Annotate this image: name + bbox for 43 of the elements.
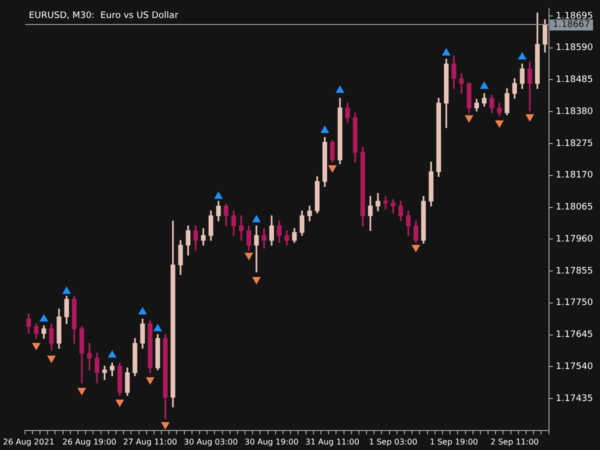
y-tick-label: 1.17540 bbox=[556, 362, 594, 372]
y-tick-label: 1.18275 bbox=[556, 138, 593, 149]
point bbox=[320, 126, 329, 133]
point bbox=[244, 252, 253, 260]
point bbox=[116, 400, 124, 407]
x-tick-label: 1 Sep 03:00 bbox=[368, 437, 418, 446]
point bbox=[47, 356, 56, 363]
point bbox=[252, 277, 260, 284]
x-tick-label: 2 Sep 11:00 bbox=[490, 437, 539, 446]
y-tick-label: 1.17960 bbox=[556, 234, 594, 244]
chart-title: EURUSD, M30: Euro vs US Dollar bbox=[28, 11, 179, 22]
point bbox=[518, 52, 526, 60]
x-tick-label: 31 Aug 11:00 bbox=[305, 437, 360, 446]
y-tick-label: 1.17435 bbox=[556, 394, 593, 404]
point bbox=[412, 244, 420, 252]
x-tick-label: 30 Aug 19:00 bbox=[244, 437, 299, 446]
x-tick-label: 27 Aug 11:00 bbox=[123, 437, 178, 446]
point bbox=[480, 82, 488, 89]
y-tick-label: 1.18065 bbox=[556, 202, 593, 213]
point bbox=[78, 388, 86, 395]
y-tick-label: 1.18485 bbox=[556, 75, 593, 86]
point bbox=[252, 215, 260, 222]
x-tick-label: 30 Aug 03:00 bbox=[184, 437, 238, 446]
ref-line-label: 1.18667 bbox=[552, 20, 590, 30]
y-tick-label: 1.17750 bbox=[556, 298, 594, 308]
point bbox=[442, 48, 450, 56]
point bbox=[336, 86, 344, 93]
y-tick-label: 1.17855 bbox=[556, 266, 593, 276]
y-tick-label: 1.18590 bbox=[556, 43, 594, 54]
point bbox=[328, 165, 336, 172]
point bbox=[214, 192, 222, 199]
y-tick-label: 1.18170 bbox=[556, 170, 594, 181]
y-tick-label: 1.18695 bbox=[556, 11, 593, 22]
y-tick-label: 1.18380 bbox=[556, 106, 594, 117]
point bbox=[32, 342, 40, 350]
candlestick bbox=[383, 196, 388, 210]
candlestick bbox=[254, 225, 259, 272]
point bbox=[146, 377, 154, 384]
y-tick-label: 1.17645 bbox=[556, 330, 593, 340]
x-tick-label: 26 Aug 19:00 bbox=[62, 437, 116, 446]
x-tick-label: 26 Aug 2021 bbox=[3, 437, 54, 446]
x-tick-label: 1 Sep 19:00 bbox=[430, 437, 478, 446]
point bbox=[161, 422, 170, 430]
